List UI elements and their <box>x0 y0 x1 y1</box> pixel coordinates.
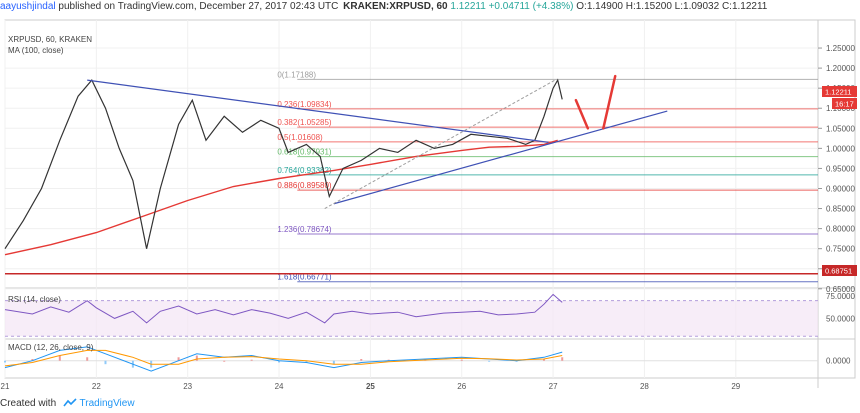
macd-histogram-bar <box>460 359 463 361</box>
descending-trendline <box>87 79 549 143</box>
last-price-badge-text: 1.12211 <box>825 88 852 97</box>
published-text: published on TradingView.com, December 2… <box>58 1 339 12</box>
fib-level-label: 0.236(1.09834) <box>277 100 332 109</box>
price-line <box>4 78 563 250</box>
macd-histogram-bar <box>86 357 89 361</box>
macd-histogram-bar <box>223 360 226 362</box>
macd-histogram-bar <box>195 355 198 361</box>
rsi-line <box>4 293 563 324</box>
macd-signal-line <box>4 349 563 367</box>
fib-level-label: 1.236(0.78674) <box>277 225 332 234</box>
y-tick-label: 1.00000 <box>826 144 855 153</box>
support-level-badge-text: 0.68751 <box>825 267 852 276</box>
tradingview-brand[interactable]: TradingView <box>79 398 135 409</box>
price-axis: 1.250001.200001.150001.100001.050001.000… <box>818 44 855 294</box>
projection-arrow <box>602 74 617 130</box>
fib-level-label: 0.618(0.97931) <box>277 148 332 157</box>
y-tick-label: 0.90000 <box>826 184 855 193</box>
price-change: +0.04711 (+4.38%) <box>488 1 574 12</box>
fib-level-label: 1.618(0.66771) <box>277 273 332 282</box>
macd-histogram-bar <box>177 357 180 361</box>
x-tick-label: 21 <box>1 382 10 391</box>
fib-level-label: 0.382(1.05285) <box>277 118 332 127</box>
countdown-badge <box>832 98 857 109</box>
fib-anchor-line <box>324 79 556 209</box>
price-labels: 1.12211 16:17 0.68751 <box>822 86 857 276</box>
x-tick-label: 29 <box>731 382 740 391</box>
chart-legend: XRPUSD, 60, KRAKEN MA (100, close) RSI (… <box>8 35 94 352</box>
fib-level-label: 0.5(1.01608) <box>277 133 323 142</box>
fib-level-label: 0.886(0.89580) <box>277 181 332 190</box>
macd-histogram-bar <box>542 359 545 361</box>
y-tick-label: 1.05000 <box>826 124 855 133</box>
fib-level-label: 0.764(0.93382) <box>277 166 332 175</box>
legend-rsi: RSI (14, close) <box>8 295 61 304</box>
rsi-band <box>5 300 818 337</box>
macd-tick-label: 0.0000 <box>826 357 851 366</box>
rsi-panel: 75.0000 50.0000 <box>4 292 855 337</box>
ascending-trendline <box>333 110 668 205</box>
legend-ma: MA (100, close) <box>8 46 64 55</box>
x-tick-label: 24 <box>275 382 284 391</box>
legend-macd: MACD (12, 26, close, 9) <box>8 343 94 352</box>
macd-histogram-bar <box>104 360 107 365</box>
rsi-tick-label: 50.0000 <box>826 314 855 323</box>
x-tick-label: 28 <box>640 382 649 391</box>
fib-level-label: 0(1.17188) <box>277 70 316 79</box>
y-tick-label: 0.75000 <box>826 245 855 254</box>
footer: Created with TradingView <box>0 395 860 413</box>
macd-histogram-bar <box>4 360 6 363</box>
macd-panel: 0.0000 <box>4 346 851 372</box>
last-price-badge <box>822 86 857 97</box>
support-level-badge <box>822 265 857 276</box>
macd-histogram-bar <box>332 360 335 365</box>
legend-symbol: XRPUSD, 60, KRAKEN <box>8 35 92 44</box>
chart-canvas[interactable]: 1.250001.200001.150001.100001.050001.000… <box>0 0 860 395</box>
y-tick-label: 0.65000 <box>826 285 855 294</box>
macd-histogram-bar <box>278 360 281 363</box>
tradingview-logo-icon <box>63 398 77 407</box>
macd-histogram-bar <box>31 359 34 361</box>
macd-histogram-bar <box>360 359 363 361</box>
y-tick-label: 1.20000 <box>826 64 855 73</box>
y-tick-label: 0.80000 <box>826 225 855 234</box>
x-tick-label: 26 <box>457 382 466 391</box>
y-tick-label: 0.85000 <box>826 205 855 214</box>
price-series <box>4 78 563 256</box>
publish-header: aayushjindal published on TradingView.co… <box>0 0 860 14</box>
y-tick-label: 0.95000 <box>826 164 855 173</box>
macd-histogram-bar <box>488 360 491 362</box>
symbol-label: KRAKEN:XRPUSD, 60 <box>343 1 448 12</box>
author-link[interactable]: aayushjindal <box>0 1 56 12</box>
macd-histogram-bar <box>561 357 564 361</box>
fibonacci-retracement: 0(1.17188) 0.236(1.09834) 0.382(1.05285) 0.… <box>5 70 818 283</box>
rsi-tick-label: 75.0000 <box>826 292 855 301</box>
x-tick-label: 25 <box>366 382 375 391</box>
macd-histogram-bar <box>58 355 61 361</box>
y-tick-label: 1.25000 <box>826 44 855 53</box>
ohlc-values: O:1.14900 H:1.15200 L:1.09032 C:1.12211 <box>576 1 768 12</box>
countdown-badge-text: 16:17 <box>835 100 854 109</box>
created-with-text: Created with <box>0 398 57 409</box>
ma-100-line <box>4 139 558 256</box>
trendlines <box>87 74 668 209</box>
macd-histogram-bar <box>305 360 308 363</box>
macd-histogram-bar <box>515 360 518 362</box>
macd-histogram-bar <box>250 359 253 361</box>
x-tick-label: 23 <box>183 382 192 391</box>
last-price: 1.12211 <box>450 1 486 12</box>
time-axis: 21 22 23 24 25 26 27 28 29 <box>1 382 741 391</box>
x-tick-label: 22 <box>92 382 101 391</box>
projection-arrow <box>574 98 590 130</box>
x-tick-label: 27 <box>549 382 558 391</box>
